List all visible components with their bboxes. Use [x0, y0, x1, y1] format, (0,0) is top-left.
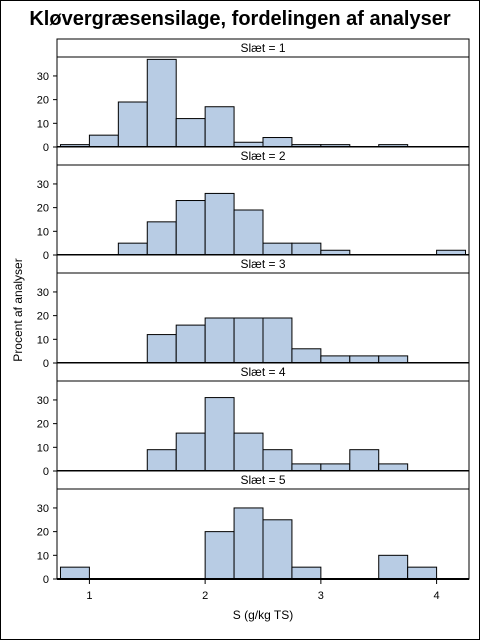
y-tick-label-p3-10: 10	[37, 334, 49, 346]
histogram-bar-p4-4	[233, 432, 264, 472]
histogram-bar-p4-6	[291, 463, 322, 472]
histogram-bar-p1-5	[175, 118, 206, 148]
panel-header-label-4: Slæt = 4	[240, 365, 285, 379]
y-tick-label-p2-0: 0	[43, 250, 49, 262]
y-tick-label-p3-30: 30	[37, 287, 49, 299]
chart-title: Kløvergræsensilage, fordelingen af analy…	[29, 8, 451, 30]
histogram-bar-p2-1	[117, 242, 148, 256]
histogram-bar-p3-4	[233, 317, 264, 364]
y-tick-label-p5-0: 0	[43, 574, 49, 586]
panel-header-label-2: Slæt = 2	[240, 149, 285, 163]
panel-header-label-5: Slæt = 5	[240, 473, 285, 487]
histogram-bar-p5-3	[233, 507, 264, 580]
histogram-bar-p1-3	[117, 101, 148, 148]
panel-header-label-1: Slæt = 1	[240, 41, 285, 55]
histogram-bar-p3-3	[204, 317, 235, 364]
y-tick-label-p4-30: 30	[37, 395, 49, 407]
histogram-bar-p3-1	[146, 334, 177, 364]
histogram-bar-p4-8	[349, 449, 380, 472]
histogram-bar-p4-3	[204, 397, 235, 472]
y-tick-label-p4-0: 0	[43, 466, 49, 478]
histogram-bar-p2-5	[233, 209, 264, 256]
histogram-bar-p3-7	[320, 355, 351, 364]
histogram-bar-p3-9	[378, 355, 409, 364]
histogram-bar-p2-6	[262, 242, 293, 256]
y-axis-title: Procent af analyser	[11, 258, 25, 361]
x-tick-label-2: 2	[202, 590, 208, 602]
x-tick-label-1: 1	[86, 590, 92, 602]
histogram-bar-p1-4	[146, 58, 177, 148]
y-tick-label-p1-10: 10	[37, 118, 49, 130]
x-tick-label-3: 3	[318, 590, 324, 602]
y-tick-label-p1-30: 30	[37, 71, 49, 83]
histogram-bar-p4-5	[262, 449, 293, 472]
histogram-bar-p5-2	[204, 531, 235, 580]
x-axis-title: S (g/kg TS)	[233, 608, 293, 622]
y-tick-label-p3-20: 20	[37, 311, 49, 323]
y-tick-label-p2-20: 20	[37, 203, 49, 215]
histogram-bar-p5-4	[262, 519, 293, 580]
y-tick-label-p1-0: 0	[43, 142, 49, 154]
histogram-bar-p2-2	[146, 221, 177, 256]
histogram-bar-p5-1	[59, 566, 90, 580]
panel-header-label-3: Slæt = 3	[240, 257, 285, 271]
histogram-bar-p4-7	[320, 463, 351, 472]
histogram-bar-p4-2	[175, 432, 206, 472]
histogram-bar-p4-1	[146, 449, 177, 472]
histogram-bar-p3-8	[349, 355, 380, 364]
histogram-bar-p3-5	[262, 317, 293, 364]
y-tick-label-p2-30: 30	[37, 179, 49, 191]
histogram-bar-p2-4	[204, 192, 235, 256]
y-tick-label-p3-0: 0	[43, 358, 49, 370]
y-tick-label-p5-20: 20	[37, 527, 49, 539]
y-tick-label-p4-10: 10	[37, 442, 49, 454]
y-tick-label-p5-30: 30	[37, 503, 49, 515]
y-tick-label-p4-20: 20	[37, 419, 49, 431]
histogram-bar-p1-8	[262, 137, 293, 148]
histogram-bar-p2-3	[175, 200, 206, 256]
histogram-bar-p5-7	[407, 566, 438, 580]
x-tick-label-4: 4	[434, 590, 440, 602]
histogram-bar-p5-5	[291, 566, 322, 580]
histogram-bar-p1-2	[88, 134, 119, 148]
histogram-bar-p1-6	[204, 106, 235, 148]
histogram-bar-p4-9	[378, 463, 409, 472]
histogram-bar-p5-6	[378, 554, 409, 580]
histogram-bar-p2-7	[291, 242, 322, 256]
y-tick-label-p5-10: 10	[37, 550, 49, 562]
histogram-bar-p3-2	[175, 324, 206, 364]
y-tick-label-p2-10: 10	[37, 226, 49, 238]
histogram-bar-p3-6	[291, 348, 322, 364]
y-tick-label-p1-20: 20	[37, 95, 49, 107]
